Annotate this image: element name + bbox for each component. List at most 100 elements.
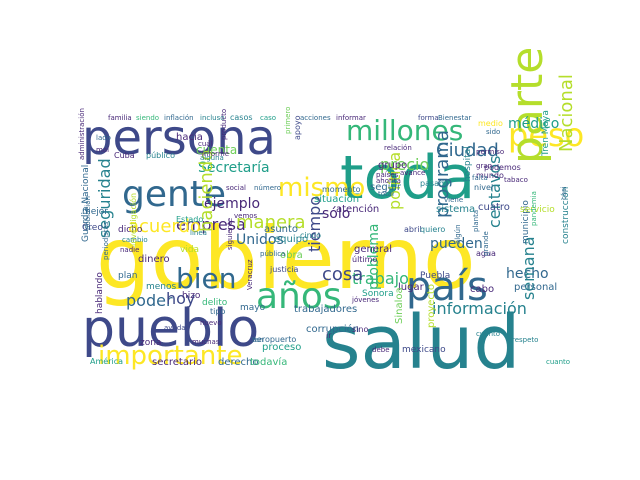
cloud-word: abril [404,225,422,234]
cloud-word: agua [476,249,496,258]
cloud-word: cosa [322,264,363,285]
cloud-word: podemos [484,163,521,172]
cloud-word: respeto [512,336,538,344]
cloud-word: casi [560,186,568,200]
cloud-word: Ciudad [436,140,499,161]
cloud-word: Secretaría [198,160,270,176]
cloud-word: mismo [278,173,365,203]
cloud-word: primero [284,107,292,134]
cloud-word: servicio [520,205,555,215]
cloud-word: gobierno [96,209,476,309]
cloud-word: casos [230,113,253,122]
cloud-word: siguiente [226,218,234,250]
cloud-word: mejor [82,207,108,217]
cloud-word: población [84,196,92,230]
cloud-word: nivel [474,183,493,192]
cloud-word: cuatro [478,202,510,213]
cloud-word: mexicano [402,345,446,355]
cloud-word: lugar [398,282,425,293]
cloud-word: inflación [164,114,194,122]
cloud-word: hacia [176,132,203,143]
cloud-word: tabaco [504,176,528,184]
cloud-word: poder [126,291,173,310]
cloud-word: general [354,244,392,255]
cloud-word: ejemplo [204,196,260,212]
cloud-word: tiempo [305,196,324,252]
cloud-word: importante [98,341,242,371]
cloud-word: relación [384,144,412,152]
cloud-word: atención [336,203,379,215]
cloud-word: nadie [120,246,139,254]
cloud-word: quiero [420,225,445,234]
cloud-word: nuevo [200,319,222,327]
cloud-word: sólo [322,206,350,222]
cloud-word: Unidos [236,232,284,248]
cloud-word: política [385,152,404,210]
cloud-word: producto [220,109,228,140]
cloud-word: público [146,151,175,160]
cloud-word: apoyo [293,115,302,140]
cloud-word: país [406,264,488,310]
cloud-word: vida [180,245,199,255]
cloud-word: mundo [476,171,504,180]
cloud-word: trabajadores [294,304,357,315]
cloud-word: Creo [82,223,103,233]
cloud-word: bien [176,262,237,295]
cloud-word: último [352,255,377,264]
cloud-word: acciones [300,114,331,122]
cloud-word: delito [202,298,228,308]
cloud-word: países [376,171,399,179]
cloud-word: incluso [200,114,225,122]
cloud-word: personal [514,282,557,293]
cloud-word: equipo [274,234,308,245]
cloud-word: proyecto [426,284,437,328]
cloud-word: hecho [506,266,549,282]
cloud-word: Tren Maya [541,110,551,157]
cloud-word: gran [476,162,492,170]
cloud-word: permiso [476,148,504,156]
cloud-word: caso [260,114,276,122]
cloud-word: pueblo [82,299,259,359]
cloud-word: Veracruz [246,259,254,290]
cloud-word: persona [82,110,276,166]
cloud-word: pública [260,250,285,258]
cloud-word: medio [478,119,503,128]
cloud-word: cambio [122,236,148,244]
cloud-word: cabo [470,284,494,295]
cloud-word: toda [340,143,475,213]
cloud-word: línea [190,229,207,237]
cloud-word: seguridad [95,158,114,238]
cloud-word: planta [472,210,480,232]
cloud-word: siendo [136,114,159,122]
cloud-word: administración [78,108,86,160]
cloud-word: precio [380,155,429,174]
cloud-word: trabajo [352,269,409,288]
cloud-word: secretario [152,357,202,368]
cloud-word: sistema [436,204,475,215]
cloud-word: América [90,356,123,366]
cloud-word: informar [336,114,366,122]
cloud-word: manera [236,212,305,233]
cloud-word: Sonora [362,289,394,299]
cloud-word: sino [352,325,368,334]
cloud-word: parte [502,47,553,164]
cloud-word: muchas [192,338,220,346]
cloud-word: dicho [118,225,143,235]
cloud-word: situación [314,193,359,205]
cloud-word: falta [472,174,488,182]
cloud-word: cuanto [546,358,570,366]
cloud-word: peso [508,116,584,154]
cloud-word: dinero [138,254,170,265]
cloud-word: gente [122,174,226,215]
cloud-word: Cuba [114,151,135,160]
cloud-word: cuánto [476,330,500,338]
cloud-word: tan [252,336,263,344]
cloud-word: Guardia Nacional [81,165,91,242]
cloud-word: social [226,184,246,192]
cloud-word: ayuda [164,324,186,332]
cloud-word: centavos [485,156,504,228]
cloud-word: vemos [234,212,258,220]
cloud-word: viene [444,196,463,204]
cloud-word: médico [508,116,559,132]
